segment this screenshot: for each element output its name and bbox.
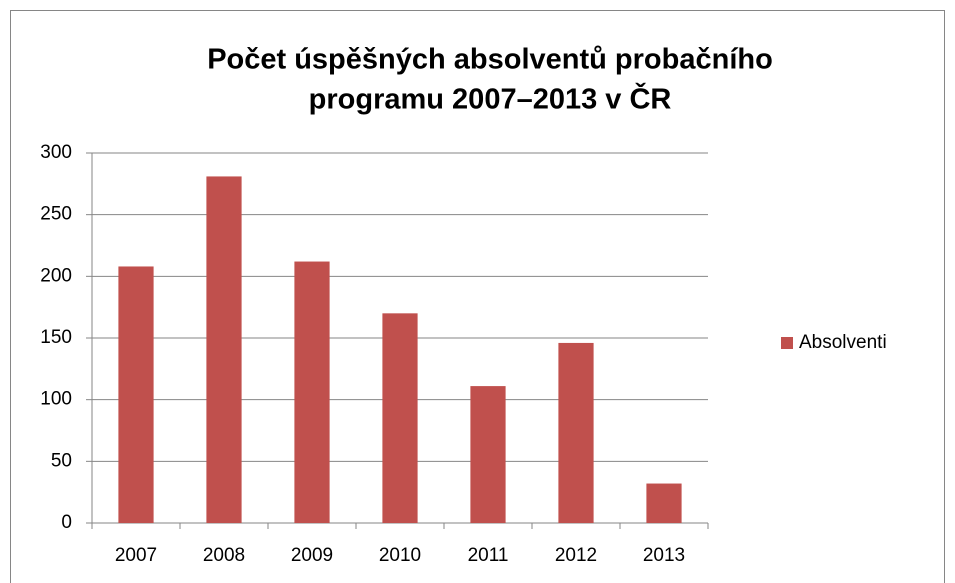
y-tick-label: 300 (40, 142, 72, 163)
y-tick-label: 100 (40, 389, 72, 410)
y-tick-label: 150 (40, 327, 72, 348)
x-tick-label: 2013 (643, 545, 685, 566)
chart-title: Počet úspěšných absolventů probačního (207, 44, 773, 76)
bar (646, 483, 682, 523)
bar (558, 342, 594, 523)
x-tick-label: 2011 (468, 545, 509, 566)
y-tick-label: 0 (61, 512, 72, 533)
y-tick-label: 200 (40, 265, 72, 286)
y-tick-label: 50 (51, 450, 72, 471)
bar (118, 266, 154, 523)
y-tick-label: 250 (40, 204, 72, 225)
bar (382, 313, 418, 523)
x-tick-label: 2007 (115, 545, 157, 566)
legend-swatch (781, 337, 793, 349)
legend-label: Absolventi (799, 332, 887, 353)
bar (206, 176, 242, 523)
bar (470, 386, 506, 523)
x-tick-label: 2009 (291, 545, 333, 566)
x-tick-label: 2012 (555, 545, 597, 566)
bar (294, 261, 330, 523)
chart-title: programu 2007–2013 v ČR (309, 82, 672, 116)
x-tick-label: 2010 (379, 545, 421, 566)
x-tick-label: 2008 (203, 545, 245, 566)
